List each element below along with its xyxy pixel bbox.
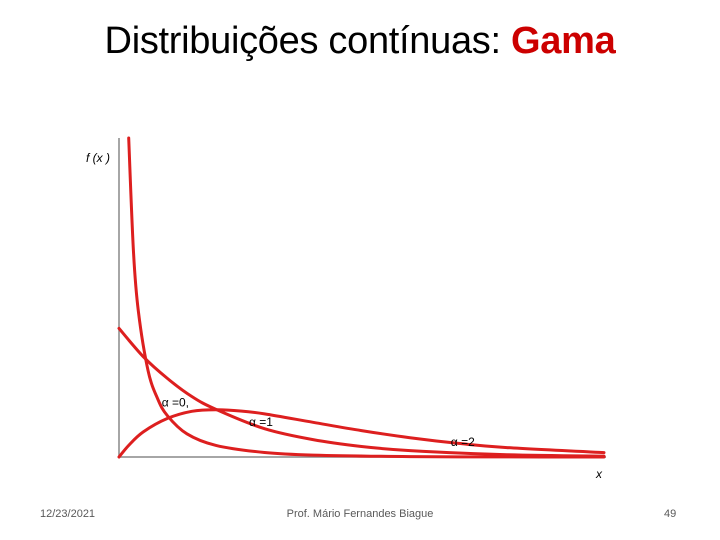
series-layer: α =0, α =1 α =2 <box>117 136 606 459</box>
series-line-2 <box>117 408 606 459</box>
series-label-2: α =2 <box>451 435 475 449</box>
x-axis-label: x <box>595 467 603 481</box>
footer-page-number: 49 <box>664 508 677 520</box>
title-main: Distribuições contínuas: <box>104 20 512 62</box>
y-axis-label: f (x ) <box>86 151 110 165</box>
footer-author: Prof. Mário Fernandes Biague <box>286 508 434 520</box>
series-label-0: α =0, <box>162 396 189 410</box>
series-line-0 <box>127 136 606 459</box>
series-line-1 <box>117 326 606 458</box>
title-accent: Gama <box>511 20 616 62</box>
slide-title: Distribuições contínuas: Gama <box>0 20 720 63</box>
footer-date: 12/23/2021 <box>40 508 96 520</box>
series-label-1: α =1 <box>249 415 273 429</box>
